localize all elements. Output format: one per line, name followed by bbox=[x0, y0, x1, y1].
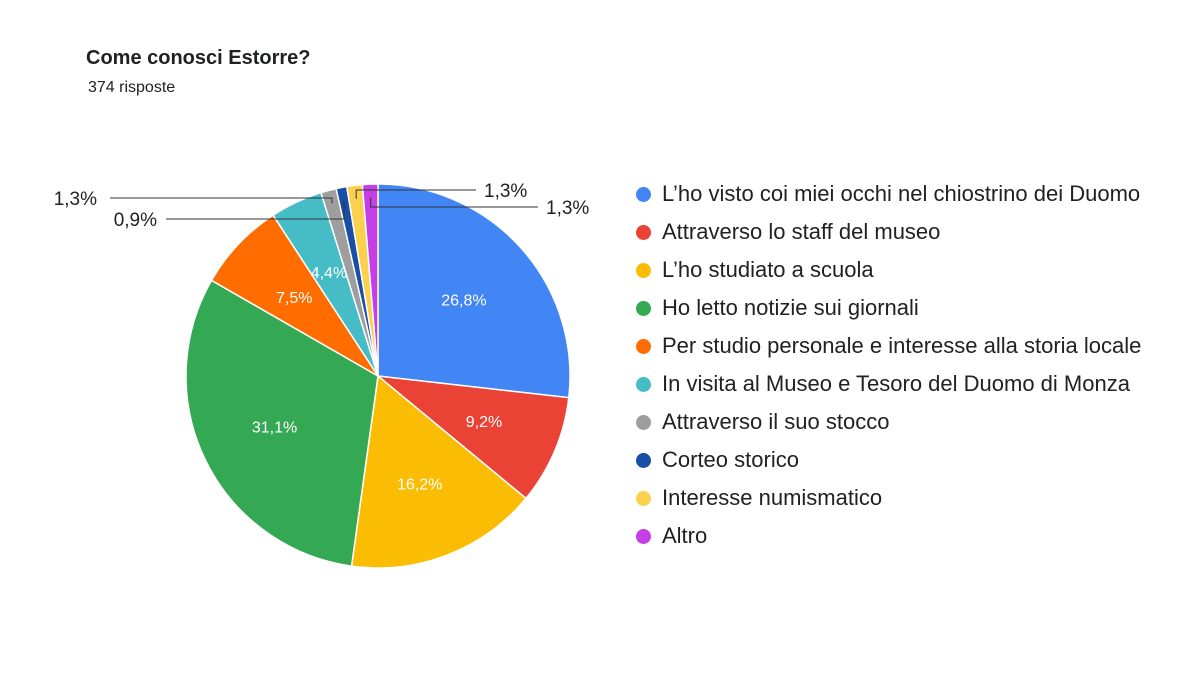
pie-slice[interactable] bbox=[350, 374, 527, 569]
callout-line bbox=[355, 189, 476, 199]
legend-color-dot bbox=[636, 377, 651, 392]
legend-color-dot bbox=[636, 529, 651, 544]
legend-color-dot bbox=[636, 415, 651, 430]
slice-label: 16,2% bbox=[397, 476, 442, 493]
pie-slice[interactable] bbox=[377, 183, 571, 399]
legend-item[interactable]: L’ho studiato a scuola bbox=[636, 257, 1181, 283]
legend-item[interactable]: In visita al Museo e Tesoro del Duomo di… bbox=[636, 371, 1181, 397]
legend-label: Attraverso lo staff del museo bbox=[662, 219, 941, 244]
slice-label: 1,3% bbox=[484, 181, 527, 202]
legend-label: In visita al Museo e Tesoro del Duomo di… bbox=[662, 371, 1130, 396]
legend-item[interactable]: Attraverso il suo stocco bbox=[636, 409, 1181, 435]
callout-line bbox=[370, 197, 538, 208]
legend-item[interactable]: Ho letto notizie sui giornali bbox=[636, 295, 1181, 321]
pie-slice[interactable] bbox=[361, 183, 379, 377]
slice-label: 0,9% bbox=[114, 210, 157, 231]
legend-color-dot bbox=[636, 339, 651, 354]
legend-label: Corteo storico bbox=[662, 447, 799, 472]
legend-item[interactable]: L’ho visto coi miei occhi nel chiostrino… bbox=[636, 181, 1181, 207]
slice-label: 26,8% bbox=[441, 292, 486, 309]
legend-label: Attraverso il suo stocco bbox=[662, 409, 890, 434]
legend-color-dot bbox=[636, 491, 651, 506]
legend-color-dot bbox=[636, 453, 651, 468]
legend-label: Altro bbox=[662, 523, 708, 548]
legend-item[interactable]: Corteo storico bbox=[636, 447, 1181, 473]
callout-line bbox=[110, 197, 333, 204]
chart-legend: L’ho visto coi miei occhi nel chiostrino… bbox=[636, 181, 1181, 561]
slice-label: 31,1% bbox=[252, 420, 297, 437]
legend-label: Ho letto notizie sui giornali bbox=[662, 295, 919, 320]
callout-line bbox=[166, 200, 345, 220]
legend-item[interactable]: Altro bbox=[636, 523, 1181, 549]
legend-color-dot bbox=[636, 263, 651, 278]
legend-color-dot bbox=[636, 301, 651, 316]
legend-label: Interesse numismatico bbox=[662, 485, 883, 510]
legend-label: L’ho visto coi miei occhi nel chiostrino… bbox=[662, 181, 1141, 206]
legend-label: Per studio personale e interesse alla st… bbox=[662, 333, 1142, 358]
legend-item[interactable]: Interesse numismatico bbox=[636, 485, 1181, 511]
slice-label: 1,3% bbox=[546, 198, 589, 219]
slice-label: 4,4% bbox=[311, 265, 347, 282]
legend-item[interactable]: Attraverso lo staff del museo bbox=[636, 219, 1181, 245]
slice-label: 1,3% bbox=[54, 189, 97, 210]
pie-slice[interactable] bbox=[185, 279, 379, 568]
legend-color-dot bbox=[636, 187, 651, 202]
chart-title: Come conosci Estorre? bbox=[86, 47, 311, 69]
legend-label: L’ho studiato a scuola bbox=[662, 257, 874, 282]
response-count: 374 risposte bbox=[88, 79, 176, 96]
legend-item[interactable]: Per studio personale e interesse alla st… bbox=[636, 333, 1181, 359]
legend-color-dot bbox=[636, 225, 651, 240]
pie-slice[interactable] bbox=[375, 374, 570, 500]
slice-label: 9,2% bbox=[466, 414, 502, 431]
slice-label: 7,5% bbox=[276, 290, 312, 307]
